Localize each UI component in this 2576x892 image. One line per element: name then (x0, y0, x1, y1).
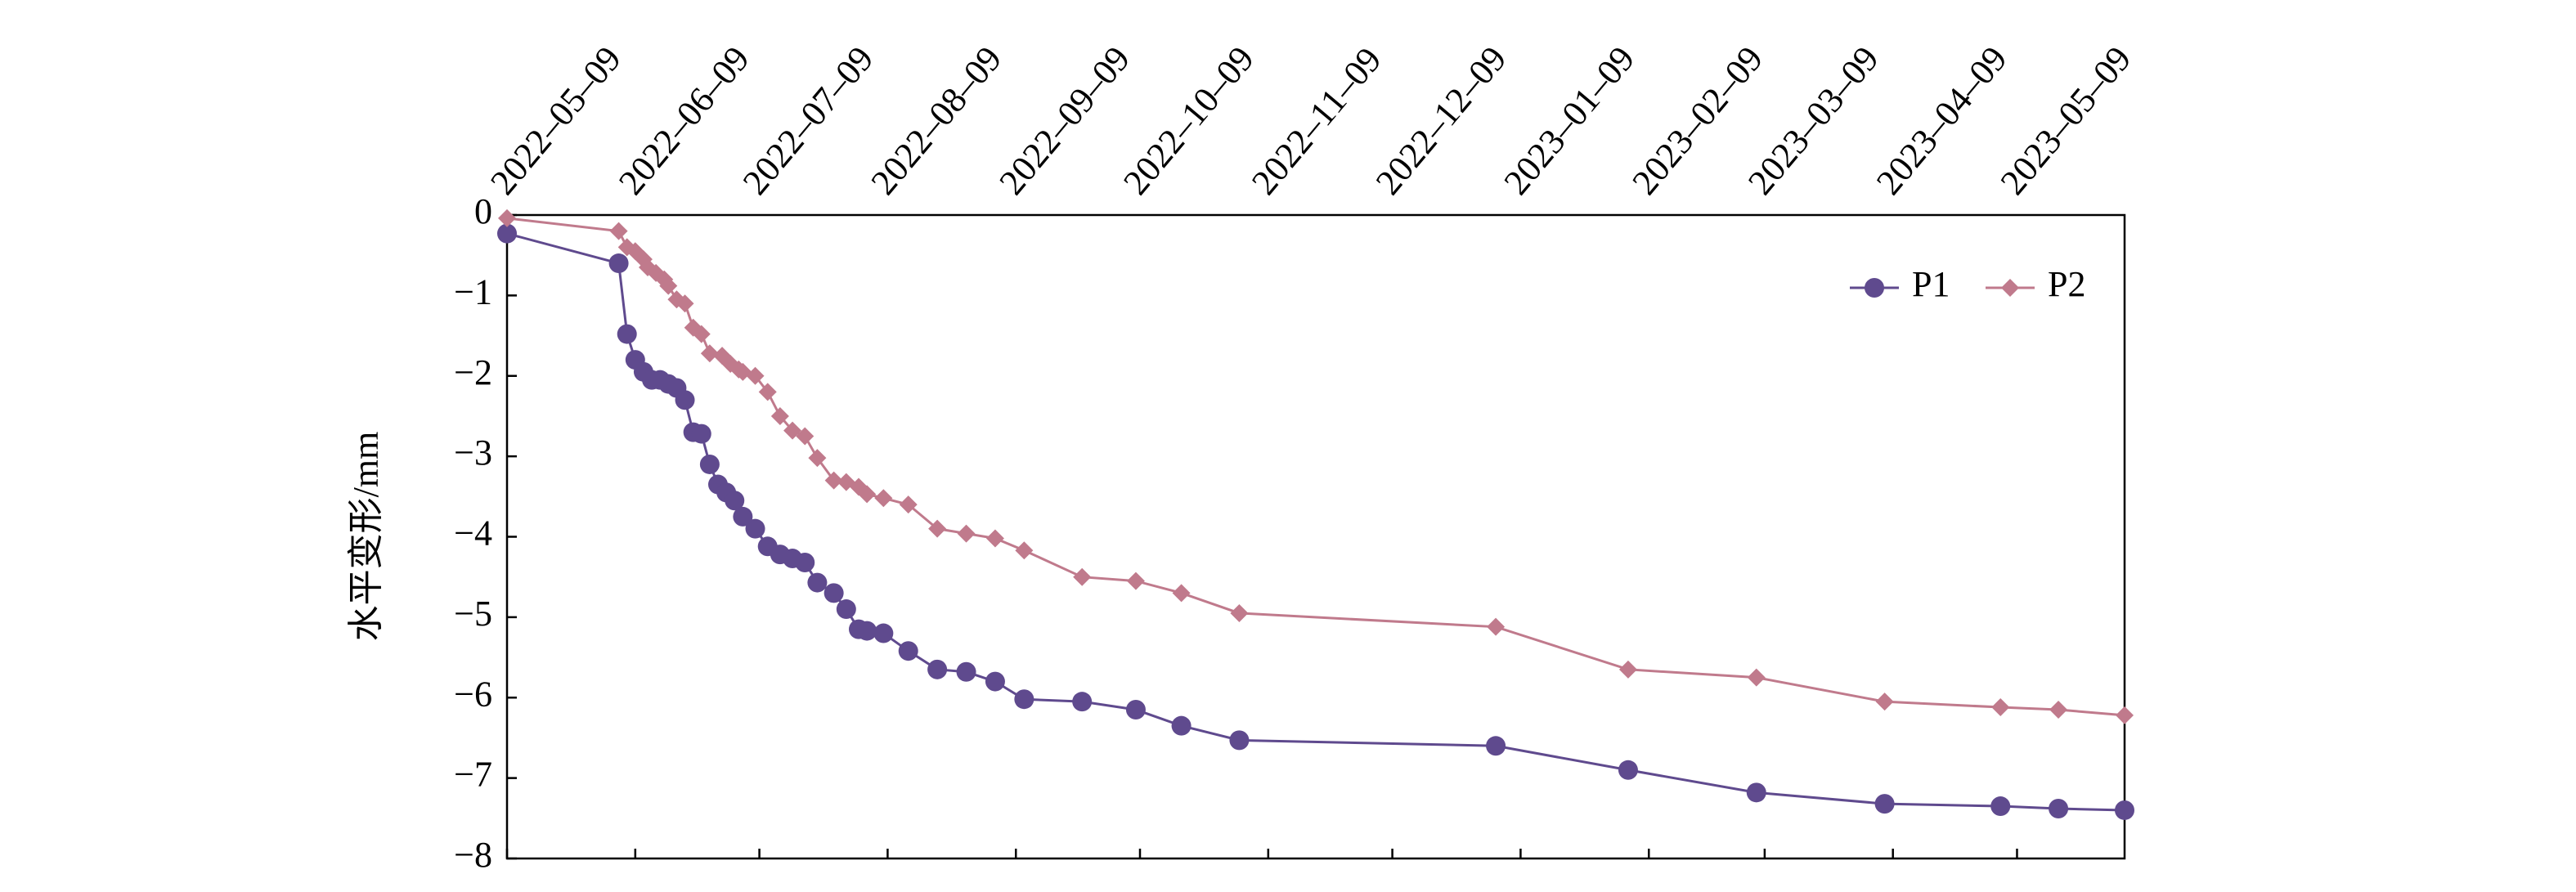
x-tick-label: 2023–05–09 (1993, 38, 2139, 202)
data-point (617, 324, 637, 344)
data-point (1072, 692, 1093, 712)
y-tick-label: −3 (454, 433, 492, 473)
data-point (824, 583, 844, 603)
data-point (692, 325, 711, 343)
data-point (874, 489, 893, 508)
data-point (927, 659, 948, 679)
data-point (957, 524, 976, 543)
data-point (824, 471, 843, 490)
data-point (770, 406, 789, 425)
data-point (725, 491, 745, 511)
data-point (699, 454, 720, 474)
data-point (836, 599, 856, 620)
data-point (691, 424, 711, 444)
data-point (1229, 730, 1250, 751)
data-point (2049, 701, 2068, 719)
data-point (783, 421, 802, 440)
data-point (808, 449, 827, 468)
data-point (700, 344, 719, 363)
data-point (1014, 689, 1034, 710)
x-tick-label: 2022–10–09 (1115, 38, 1262, 202)
data-point (1125, 700, 1146, 720)
y-tick-label: −8 (454, 835, 492, 875)
y-tick-label: −1 (454, 271, 492, 312)
data-point (795, 552, 815, 572)
data-point (857, 621, 877, 641)
y-tick-label: −6 (454, 674, 492, 714)
data-point (1618, 760, 1638, 780)
data-point (1747, 668, 1766, 687)
data-point (985, 671, 1005, 692)
data-point (609, 222, 628, 240)
data-point (608, 253, 629, 274)
data-point (1171, 715, 1192, 736)
legend-marker (2001, 279, 2019, 297)
data-point (858, 485, 877, 504)
data-point (675, 390, 695, 410)
data-point (675, 294, 694, 313)
data-point (498, 208, 516, 227)
data-point (899, 495, 918, 514)
y-tick-label: −2 (454, 352, 492, 392)
x-tick-label: 2022–11–09 (1244, 40, 1389, 203)
y-tick-label: −4 (454, 513, 492, 554)
y-tick-label: 0 (474, 191, 492, 231)
data-point (873, 623, 894, 643)
x-tick-label: 2022–07–09 (735, 38, 882, 202)
data-point (1991, 698, 2010, 717)
data-point (1126, 572, 1145, 590)
y-tick-label: −7 (454, 755, 492, 795)
data-point (497, 223, 517, 244)
x-tick-label: 2022–08–09 (864, 38, 1010, 202)
data-point (1230, 603, 1249, 622)
data-point (1486, 736, 1506, 756)
data-point (2115, 800, 2134, 820)
legend-marker (1865, 278, 1884, 298)
x-tick-label: 2022–05–09 (482, 38, 629, 202)
y-axis-label: 水平变形/mm (346, 432, 386, 642)
data-point (745, 518, 765, 539)
data-point (1172, 584, 1191, 603)
data-point (807, 572, 828, 593)
legend-label: P1 (1912, 264, 1950, 304)
data-point (733, 506, 753, 527)
data-point (1746, 782, 1766, 803)
data-point (1875, 693, 1894, 711)
legend-label: P2 (2048, 264, 2085, 304)
x-tick-label: 2022–12–09 (1368, 38, 1515, 202)
data-point (1618, 660, 1637, 679)
data-point (1015, 541, 1034, 560)
data-point (2116, 706, 2134, 724)
x-tick-label: 2023–01–09 (1497, 38, 1643, 202)
data-point (1487, 617, 1506, 636)
data-point (746, 366, 765, 385)
data-point (1990, 796, 2011, 817)
data-point (928, 519, 947, 538)
data-point (956, 661, 976, 682)
y-tick-label: −5 (454, 594, 492, 634)
data-point (985, 529, 1004, 548)
data-point (796, 427, 815, 446)
data-point (659, 276, 678, 295)
data-point (1073, 567, 1092, 586)
data-point (758, 383, 777, 401)
data-point (2049, 799, 2069, 819)
data-point (1874, 794, 1895, 814)
data-point (898, 641, 918, 661)
